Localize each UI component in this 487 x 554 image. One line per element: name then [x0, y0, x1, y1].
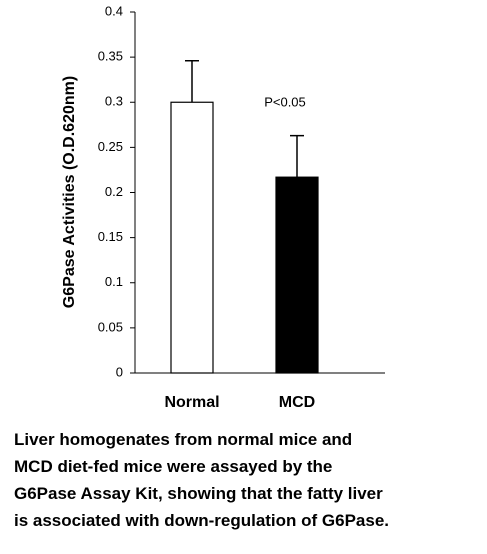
y-tick-label: 0 — [116, 364, 123, 379]
bar — [275, 176, 319, 374]
y-tick-label: 0.15 — [98, 229, 123, 244]
caption-line: G6Pase Assay Kit, showing that the fatty… — [14, 484, 383, 503]
caption-line: Liver homogenates from normal mice and — [14, 430, 352, 449]
y-tick-label: 0.4 — [105, 3, 123, 18]
bar — [170, 101, 214, 374]
y-tick-label: 0.1 — [105, 274, 123, 289]
x-tick-label: Normal — [164, 394, 219, 411]
y-tick-label: 0.3 — [105, 94, 123, 109]
y-tick-label: 0.35 — [98, 49, 123, 64]
y-axis-label: G6Pase Activities (O.D.620nm) — [61, 76, 78, 308]
caption-line: MCD diet-fed mice were assayed by the — [14, 457, 332, 476]
y-tick-label: 0.05 — [98, 319, 123, 334]
y-tick-label: 0.25 — [98, 139, 123, 154]
annotation: P<0.05 — [264, 94, 306, 109]
caption-line: is associated with down-regulation of G6… — [14, 511, 389, 530]
y-tick-label: 0.2 — [105, 184, 123, 199]
x-tick-label: MCD — [279, 394, 315, 411]
